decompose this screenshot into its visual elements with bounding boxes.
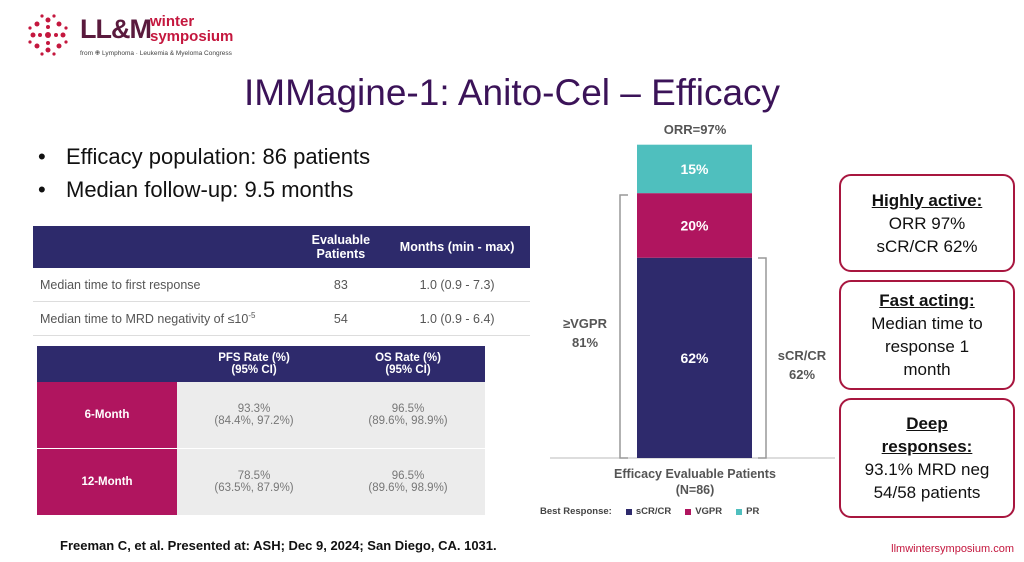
cell-line: (89.6%, 98.9%) — [368, 415, 448, 427]
legend-label: PR — [746, 506, 760, 517]
cell: 1.0 (0.9 - 6.4) — [384, 301, 530, 336]
callout-title: Highly active: — [871, 190, 983, 210]
callout-title: Fast acting: — [879, 291, 975, 310]
logo-main: LL&M — [80, 14, 152, 44]
legend: Best Response: sCR/CR VGPR PR — [540, 506, 759, 517]
cell: 93.3% (84.4%, 97.2%) — [177, 382, 331, 449]
superscript: -5 — [248, 310, 256, 320]
value-label: 20% — [680, 217, 709, 233]
legend-item: sCR/CR — [625, 506, 672, 517]
legend-item: VGPR — [685, 506, 722, 517]
logo-word: symposium — [150, 28, 234, 45]
table-rates: PFS Rate (%) (95% CI) OS Rate (%) (95% CI) 6… — [37, 346, 485, 516]
callout-text: 93.1% MRD neg — [864, 460, 990, 479]
slide-title: IMMagine-1: Anito-Cel – Efficacy — [243, 72, 781, 113]
callout-box: Fast acting: Median time to response 1 mo… — [839, 280, 1015, 390]
header-line: PFS Rate (%) — [218, 352, 290, 364]
table-row: Median time to MRD negativity of ≤10-5 54… — [33, 301, 530, 336]
category-label: Efficacy Evaluable Patients (N=86) — [614, 467, 776, 497]
header-cell — [33, 226, 298, 268]
callout-text: 54/58 patients — [873, 483, 981, 502]
header-cell: PFS Rate (%) (95% CI) — [177, 346, 331, 382]
label-text: Median time to first response — [40, 277, 201, 292]
bullet-dot: • — [38, 177, 46, 202]
cell: 83 — [297, 268, 385, 302]
cell: 96.5% (89.6%, 98.9%) — [331, 382, 485, 449]
header-cell — [37, 346, 177, 382]
cell: 54 — [297, 301, 385, 336]
cell-line: 78.5% — [237, 470, 271, 482]
scr-bracket — [758, 257, 767, 459]
header-line: (95% CI) — [385, 364, 431, 376]
legend-item: PR — [736, 506, 759, 517]
row-label: 12-Month — [37, 448, 177, 516]
value-label: 62% — [680, 350, 709, 366]
logo-sub: from ✙ Lymphoma · Leukemia & Myeloma Con… — [80, 50, 232, 57]
table-row: Median time to first response 83 1.0 (0.9 … — [33, 268, 530, 302]
legend-title: Best Response: — [540, 506, 612, 517]
legend-label: sCR/CR — [635, 506, 672, 517]
legend-swatch — [736, 508, 743, 515]
value-label: 15% — [680, 161, 709, 177]
callout-text: Median time to response 1 month — [871, 314, 983, 379]
annotation: 81% — [571, 335, 599, 350]
annotation: ≥VGPR — [563, 316, 607, 331]
table-row: 6-Month 93.3% (84.4%, 97.2%) 96.5% (89.6%, 9… — [37, 382, 485, 449]
legend-swatch — [685, 508, 692, 515]
annotation: sCR/CR — [777, 348, 827, 363]
vgpr-bracket — [619, 194, 628, 459]
cell: 96.5% (89.6%, 98.9%) — [331, 448, 485, 516]
cell-line: (89.6%, 98.9%) — [368, 482, 448, 494]
annotation: 62% — [788, 367, 816, 382]
callout-text: ORR 97% — [888, 213, 966, 233]
cell-line: 93.3% — [237, 403, 271, 415]
logo-accent: winter symposium — [150, 14, 233, 44]
header-cell: OS Rate (%) (95% CI) — [331, 346, 485, 382]
cell: 78.5% (63.5%, 87.9%) — [177, 448, 331, 516]
row-label: 6-Month — [37, 382, 177, 449]
bullet-text: Efficacy population: 86 patients — [66, 144, 371, 169]
callout-text: sCR/CR 62% — [876, 236, 978, 256]
bar-segment — [637, 144, 752, 194]
header-cell: Evaluable Patients — [297, 226, 385, 268]
header-row: PFS Rate (%) (95% CI) OS Rate (%) (95% CI) — [37, 346, 485, 382]
table-row: 12-Month 78.5% (63.5%, 87.9%) 96.5% (89.6%, … — [37, 448, 485, 516]
bullet: • Median follow-up: 9.5 months — [38, 173, 370, 206]
bar-segment — [637, 257, 752, 458]
row-label: Median time to first response — [33, 268, 298, 302]
bullet: • Efficacy population: 86 patients — [38, 140, 370, 173]
callout-box: Deep responses: 93.1% MRD neg 54/58 patien… — [839, 398, 1015, 518]
cell-line: 96.5% — [391, 403, 425, 415]
bullet-dot: • — [38, 144, 46, 169]
bullet-text: Median follow-up: 9.5 months — [66, 177, 354, 202]
label-text: Median time to MRD negativity of ≤10 — [40, 312, 249, 327]
cell-line: (84.4%, 97.2%) — [214, 415, 294, 427]
row-label: Median time to MRD negativity of ≤10-5 — [33, 301, 298, 336]
header-row: Evaluable Patients Months (min - max) — [33, 226, 530, 268]
orr-label: ORR=97% — [663, 122, 727, 137]
footer-url: llmwintersymposium.com — [891, 543, 1014, 555]
legend-swatch — [625, 508, 632, 515]
callout-title: Deep responses: — [881, 414, 973, 456]
header-cell: Months (min - max) — [384, 226, 530, 268]
vgpr-label: ≥VGPR 81% — [555, 314, 615, 352]
cell-line: (63.5%, 87.9%) — [214, 482, 294, 494]
bullet-list: • Efficacy population: 86 patients • Median… — [38, 140, 370, 206]
logo-word: winter — [150, 13, 195, 30]
cell-line: 96.5% — [391, 470, 425, 482]
legend-label: VGPR — [695, 506, 723, 517]
header-line: (95% CI) — [231, 364, 277, 376]
callout-box: Highly active: ORR 97% sCR/CR 62% — [839, 174, 1015, 272]
header-line: OS Rate (%) — [375, 352, 441, 364]
cell: 1.0 (0.9 - 7.3) — [384, 268, 530, 302]
scr-label: sCR/CR 62% — [770, 346, 834, 384]
bar-segment — [637, 193, 752, 258]
citation: Freeman C, et al. Presented at: ASH; Dec… — [60, 538, 497, 553]
logo-burst — [28, 14, 68, 56]
table-times: Evaluable Patients Months (min - max) Medi… — [33, 226, 530, 336]
